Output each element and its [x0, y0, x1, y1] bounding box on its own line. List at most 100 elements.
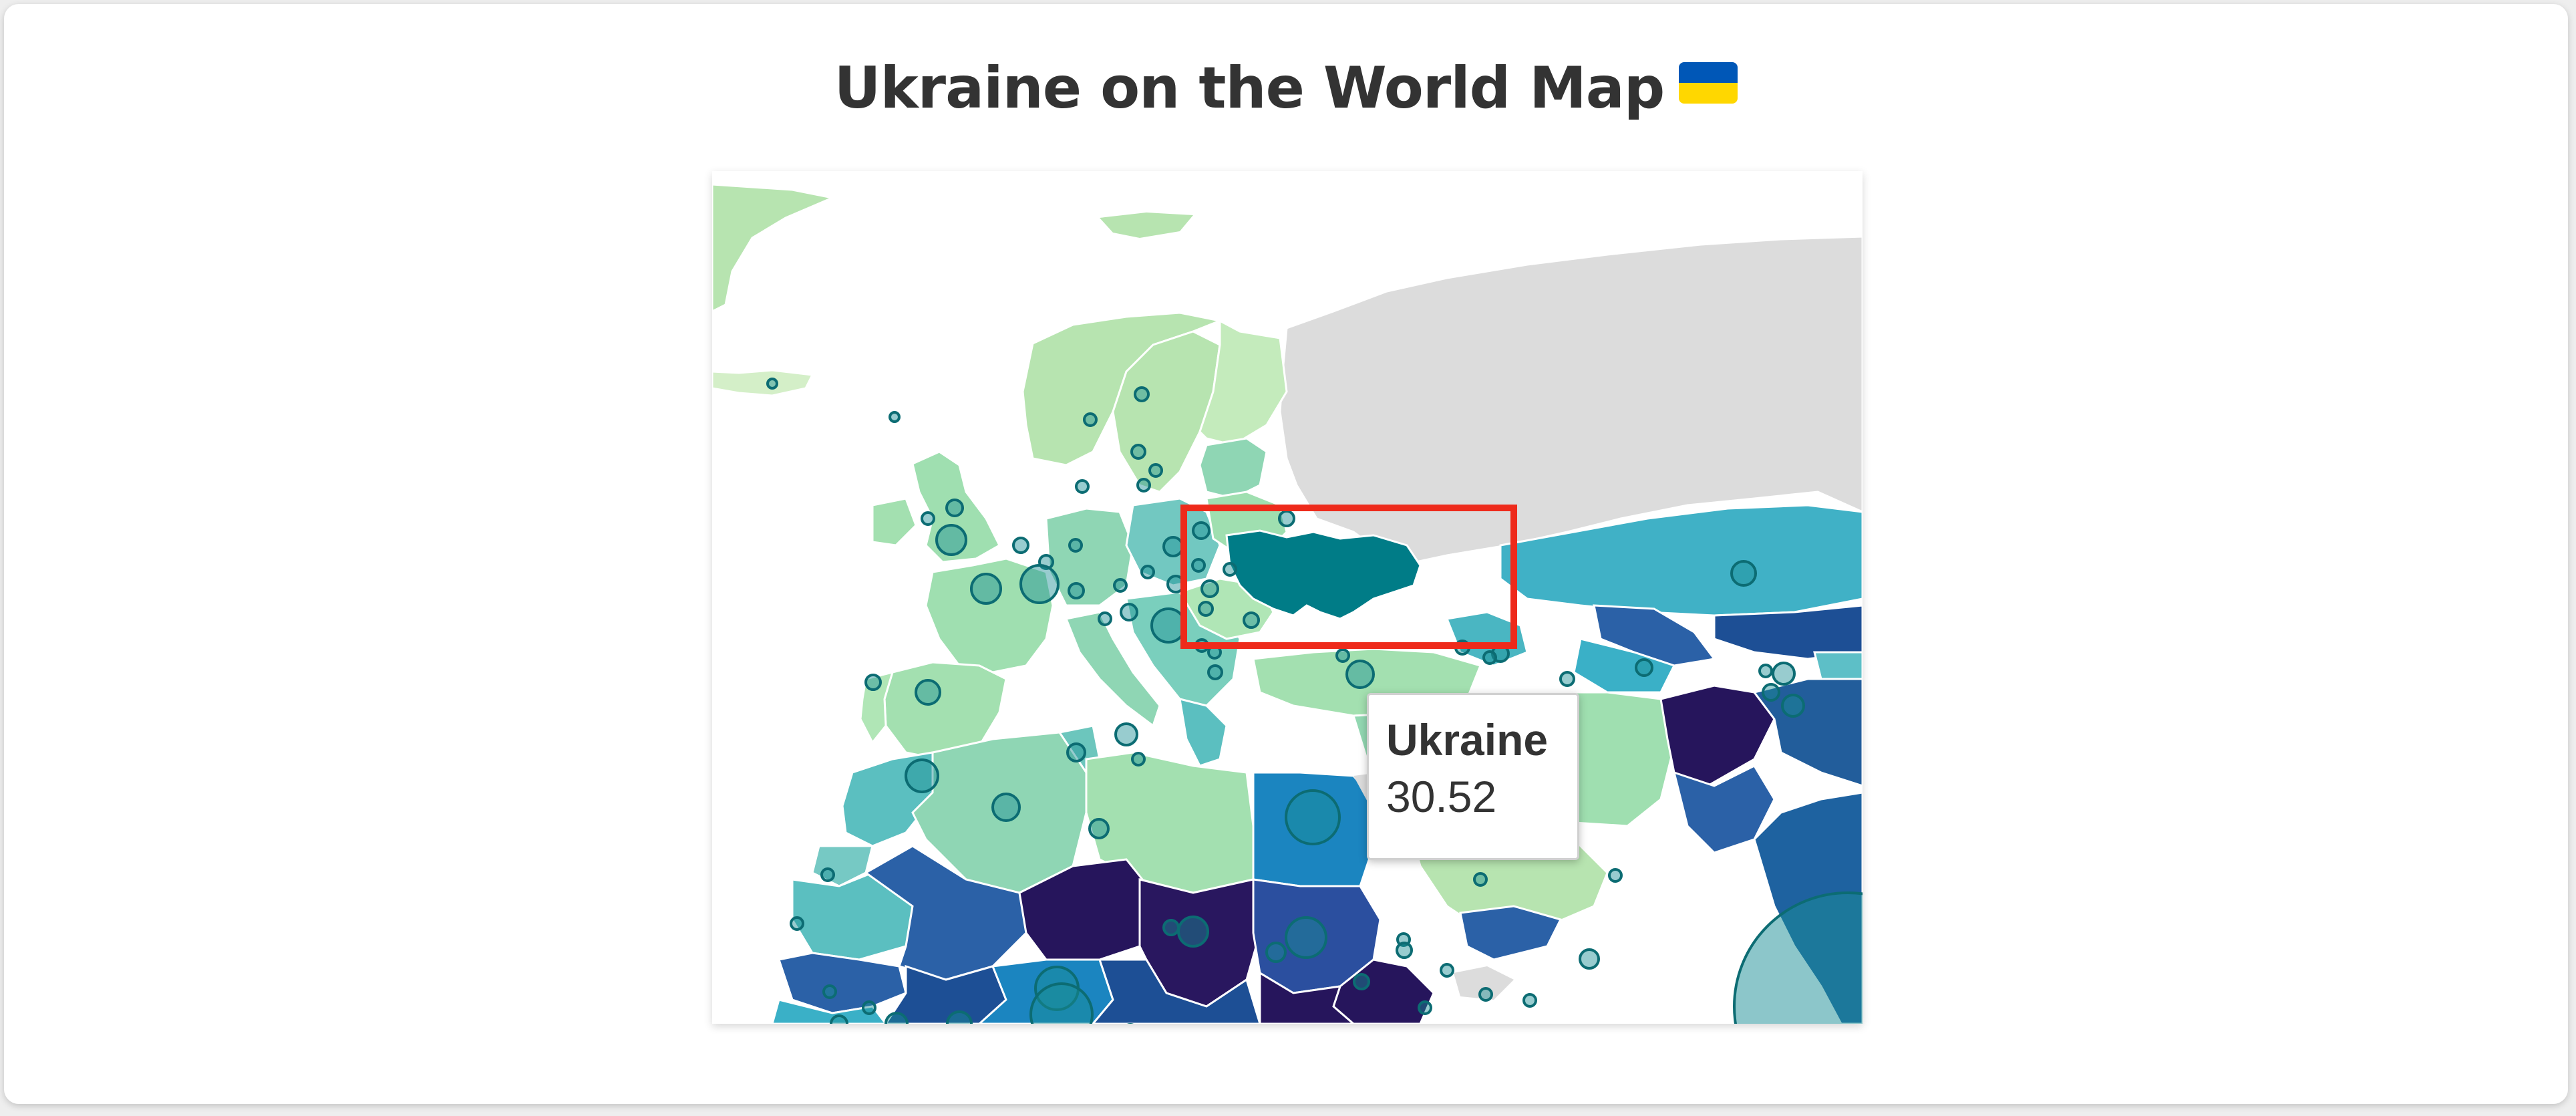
data-bubble-marker[interactable] — [884, 1012, 909, 1024]
data-bubble-marker[interactable] — [1029, 982, 1094, 1024]
data-bubble-marker[interactable] — [991, 793, 1021, 822]
data-bubble-marker[interactable] — [1559, 671, 1575, 687]
data-bubble-marker[interactable] — [1114, 722, 1138, 746]
country-cameroon-car[interactable] — [1092, 958, 1261, 1024]
data-bubble-marker[interactable] — [1418, 1000, 1432, 1015]
data-bubble-marker[interactable] — [1075, 479, 1090, 494]
data-bubble-marker[interactable] — [1012, 537, 1029, 554]
data-bubble-marker[interactable] — [1140, 565, 1155, 579]
country-guinea-region[interactable] — [771, 998, 887, 1024]
data-bubble-marker[interactable] — [864, 674, 882, 691]
data-bubble-marker[interactable] — [1150, 607, 1186, 644]
data-bubble-marker[interactable] — [862, 1000, 876, 1015]
data-bubble-marker[interactable] — [889, 411, 901, 423]
data-bubble-marker[interactable] — [1478, 987, 1493, 1002]
country-turkmenistan[interactable] — [1573, 638, 1676, 694]
data-bubble-marker[interactable] — [1162, 536, 1184, 557]
country-ireland[interactable] — [871, 497, 917, 547]
country-greenland[interactable] — [712, 183, 836, 313]
data-bubble-marker[interactable] — [905, 758, 939, 793]
data-bubble-marker[interactable] — [915, 679, 941, 706]
data-bubble-marker[interactable] — [1098, 611, 1112, 626]
data-bubble-marker[interactable] — [1608, 868, 1623, 883]
data-bubble-marker[interactable] — [1131, 752, 1146, 766]
country-yemen[interactable] — [1459, 905, 1563, 961]
data-bubble-marker[interactable] — [1762, 683, 1780, 702]
data-bubble-marker[interactable] — [1177, 916, 1209, 948]
data-bubble-marker[interactable] — [1130, 444, 1146, 460]
data-bubble-marker[interactable] — [1113, 578, 1128, 593]
data-bubble-marker[interactable] — [1019, 564, 1060, 604]
data-bubble-marker[interactable] — [946, 1010, 973, 1024]
data-bubble-marker[interactable] — [1396, 942, 1413, 959]
data-bubble-marker[interactable] — [1781, 694, 1805, 718]
data-bubble-marker[interactable] — [1733, 891, 1863, 1024]
data-bubble-marker[interactable] — [1192, 521, 1211, 540]
data-bubble-marker[interactable] — [1191, 558, 1206, 573]
data-bubble-marker[interactable] — [1353, 973, 1370, 990]
data-bubble-marker[interactable] — [1148, 463, 1163, 478]
country-svalbard — [1100, 213, 1193, 238]
world-map[interactable] — [712, 171, 1863, 1024]
country-afghanistan[interactable] — [1659, 684, 1776, 787]
data-bubble-marker[interactable] — [1454, 640, 1470, 656]
data-bubble-marker[interactable] — [1198, 601, 1214, 617]
data-bubble-marker[interactable] — [1083, 412, 1098, 427]
country-sweden[interactable] — [1112, 330, 1221, 493]
data-bubble-marker[interactable] — [1200, 579, 1219, 598]
data-bubble-marker[interactable] — [1223, 562, 1237, 577]
data-bubble-marker[interactable] — [1265, 942, 1287, 963]
data-bubble-marker[interactable] — [830, 1014, 848, 1024]
data-bubble-marker[interactable] — [1440, 963, 1454, 978]
data-bubble-marker[interactable] — [921, 511, 935, 526]
data-bubble-marker[interactable] — [1278, 510, 1295, 527]
page-title: Ukraine on the World Map — [4, 55, 2568, 122]
data-bubble-marker[interactable] — [1120, 603, 1138, 621]
country-greece[interactable] — [1178, 697, 1228, 767]
data-bubble-marker[interactable] — [1194, 638, 1209, 653]
data-bubble-marker[interactable] — [790, 916, 804, 931]
country-egypt[interactable] — [1252, 771, 1375, 887]
data-bubble-marker[interactable] — [1207, 645, 1222, 660]
data-bubble-marker[interactable] — [1136, 478, 1151, 493]
ukraine-flag-icon — [1679, 62, 1738, 104]
data-bubble-marker[interactable] — [1285, 916, 1327, 959]
data-bubble-marker[interactable] — [1134, 386, 1150, 402]
data-bubble-marker[interactable] — [1335, 648, 1350, 663]
data-bubble-marker[interactable] — [935, 524, 967, 556]
data-bubble-marker[interactable] — [820, 867, 835, 882]
data-bubble-marker[interactable] — [1522, 993, 1537, 1008]
country-portugal[interactable] — [859, 670, 895, 744]
country-western-sahara[interactable] — [811, 845, 874, 887]
data-bubble-marker[interactable] — [1730, 560, 1757, 587]
data-bubble-marker[interactable] — [1473, 872, 1488, 887]
country-kazakhstan[interactable] — [1499, 504, 1863, 617]
data-bubble-marker[interactable] — [1345, 660, 1375, 689]
data-bubble-marker[interactable] — [1758, 664, 1773, 678]
data-bubble-marker[interactable] — [945, 499, 964, 517]
data-bubble-marker[interactable] — [1482, 650, 1497, 665]
tooltip-value: 30.52 — [1386, 771, 1497, 821]
data-bubble-marker[interactable] — [1207, 664, 1223, 680]
data-bubble-marker[interactable] — [1243, 611, 1260, 629]
country-pakistan[interactable] — [1672, 764, 1776, 854]
country-iceland[interactable] — [712, 369, 814, 397]
country-uzbekistan[interactable] — [1593, 604, 1716, 667]
country-china-west[interactable] — [1813, 651, 1863, 680]
data-bubble-marker[interactable] — [1162, 919, 1180, 936]
data-bubble-marker[interactable] — [1068, 538, 1083, 553]
data-bubble-marker[interactable] — [1579, 948, 1600, 970]
data-bubble-marker[interactable] — [970, 573, 1002, 605]
country-south-sudan[interactable] — [1259, 971, 1355, 1024]
tooltip-country-name: Ukraine — [1386, 715, 1549, 764]
data-bubble-marker[interactable] — [822, 984, 837, 999]
country-russia[interactable] — [1279, 235, 1863, 567]
data-bubble-marker[interactable] — [1068, 582, 1085, 599]
data-bubble-marker[interactable] — [1285, 789, 1341, 845]
data-bubble-marker[interactable] — [1635, 658, 1653, 677]
data-bubble-marker[interactable] — [1088, 818, 1110, 839]
data-bubble-marker[interactable] — [766, 378, 778, 390]
data-bubble-marker[interactable] — [1166, 575, 1185, 593]
data-bubble-marker[interactable] — [1066, 742, 1086, 762]
data-bubble-marker[interactable] — [1772, 662, 1796, 686]
